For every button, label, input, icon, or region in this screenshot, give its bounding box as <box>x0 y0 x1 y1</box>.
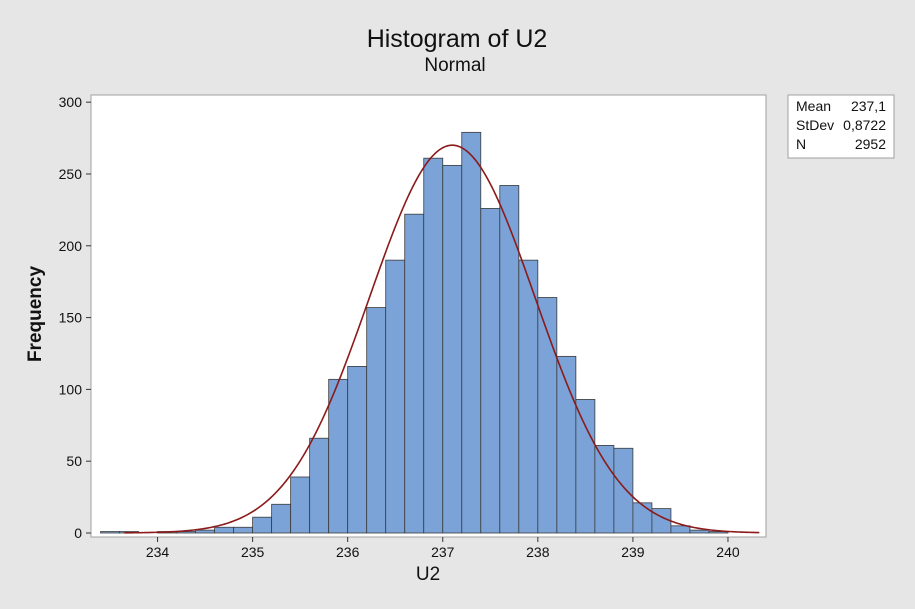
y-axis: 0 50 100 150 200 250 300 <box>59 94 91 541</box>
histogram-bar <box>385 259 406 534</box>
histogram-bar <box>613 447 634 534</box>
x-tick-label: 240 <box>716 544 740 560</box>
y-tick-label: 250 <box>59 166 83 182</box>
histogram-bar <box>214 526 234 534</box>
legend-n-label: N <box>796 136 806 152</box>
x-axis-label: U2 <box>416 564 440 585</box>
histogram-bar <box>594 444 615 534</box>
histogram-bar <box>480 208 501 534</box>
histogram-bar <box>404 213 425 534</box>
legend-mean-label: Mean <box>796 98 831 114</box>
x-tick-label: 235 <box>241 544 265 560</box>
histogram-bar <box>442 164 463 534</box>
y-tick-label: 150 <box>59 310 83 326</box>
histogram-bar <box>575 399 596 534</box>
legend-box: Mean 237,1 StDev 0,8722 N 2952 <box>787 94 895 159</box>
legend-stdev-value: 0,8722 <box>843 117 886 133</box>
normal-fit-curve <box>124 144 760 534</box>
x-tick-label: 237 <box>431 544 455 560</box>
x-tick-label: 236 <box>336 544 360 560</box>
histogram-bar <box>195 529 215 534</box>
histogram-bar <box>271 503 292 534</box>
x-tick-label: 234 <box>146 544 170 560</box>
y-tick-label: 300 <box>59 94 83 110</box>
histogram-bar <box>423 157 444 534</box>
histogram-bar <box>290 476 311 534</box>
histogram-bar <box>347 366 368 534</box>
chart-subtitle: Normal <box>424 55 485 76</box>
histogram-bar <box>461 131 482 534</box>
histogram-bar <box>651 508 672 534</box>
legend-frame <box>787 94 895 159</box>
y-axis-label: Frequency <box>25 266 46 363</box>
histogram-bar <box>518 259 539 534</box>
histogram-bar <box>252 516 273 534</box>
histogram-bar <box>233 526 254 534</box>
legend-stdev-label: StDev <box>796 117 834 133</box>
x-tick-label: 239 <box>621 544 645 560</box>
chart-title: Histogram of U2 <box>367 25 548 53</box>
legend-n-value: 2952 <box>855 136 886 152</box>
histogram-bar <box>366 307 387 534</box>
histogram-bar <box>499 185 520 534</box>
histogram-bar <box>689 529 710 534</box>
histogram-bar <box>309 437 330 534</box>
histogram-bar <box>328 378 349 534</box>
x-tick-label: 238 <box>526 544 550 560</box>
y-tick-label: 100 <box>59 381 83 397</box>
histogram-bar <box>100 531 120 534</box>
y-tick-label: 0 <box>74 525 82 541</box>
x-axis: 234 235 236 237 238 239 240 <box>146 537 740 560</box>
y-tick-label: 50 <box>66 453 82 469</box>
histogram-bars <box>100 131 729 534</box>
histogram-bar <box>708 531 729 534</box>
histogram-bar <box>670 525 691 534</box>
y-tick-label: 200 <box>59 238 83 254</box>
histogram-bar <box>632 502 653 534</box>
legend-mean-value: 237,1 <box>851 98 886 114</box>
